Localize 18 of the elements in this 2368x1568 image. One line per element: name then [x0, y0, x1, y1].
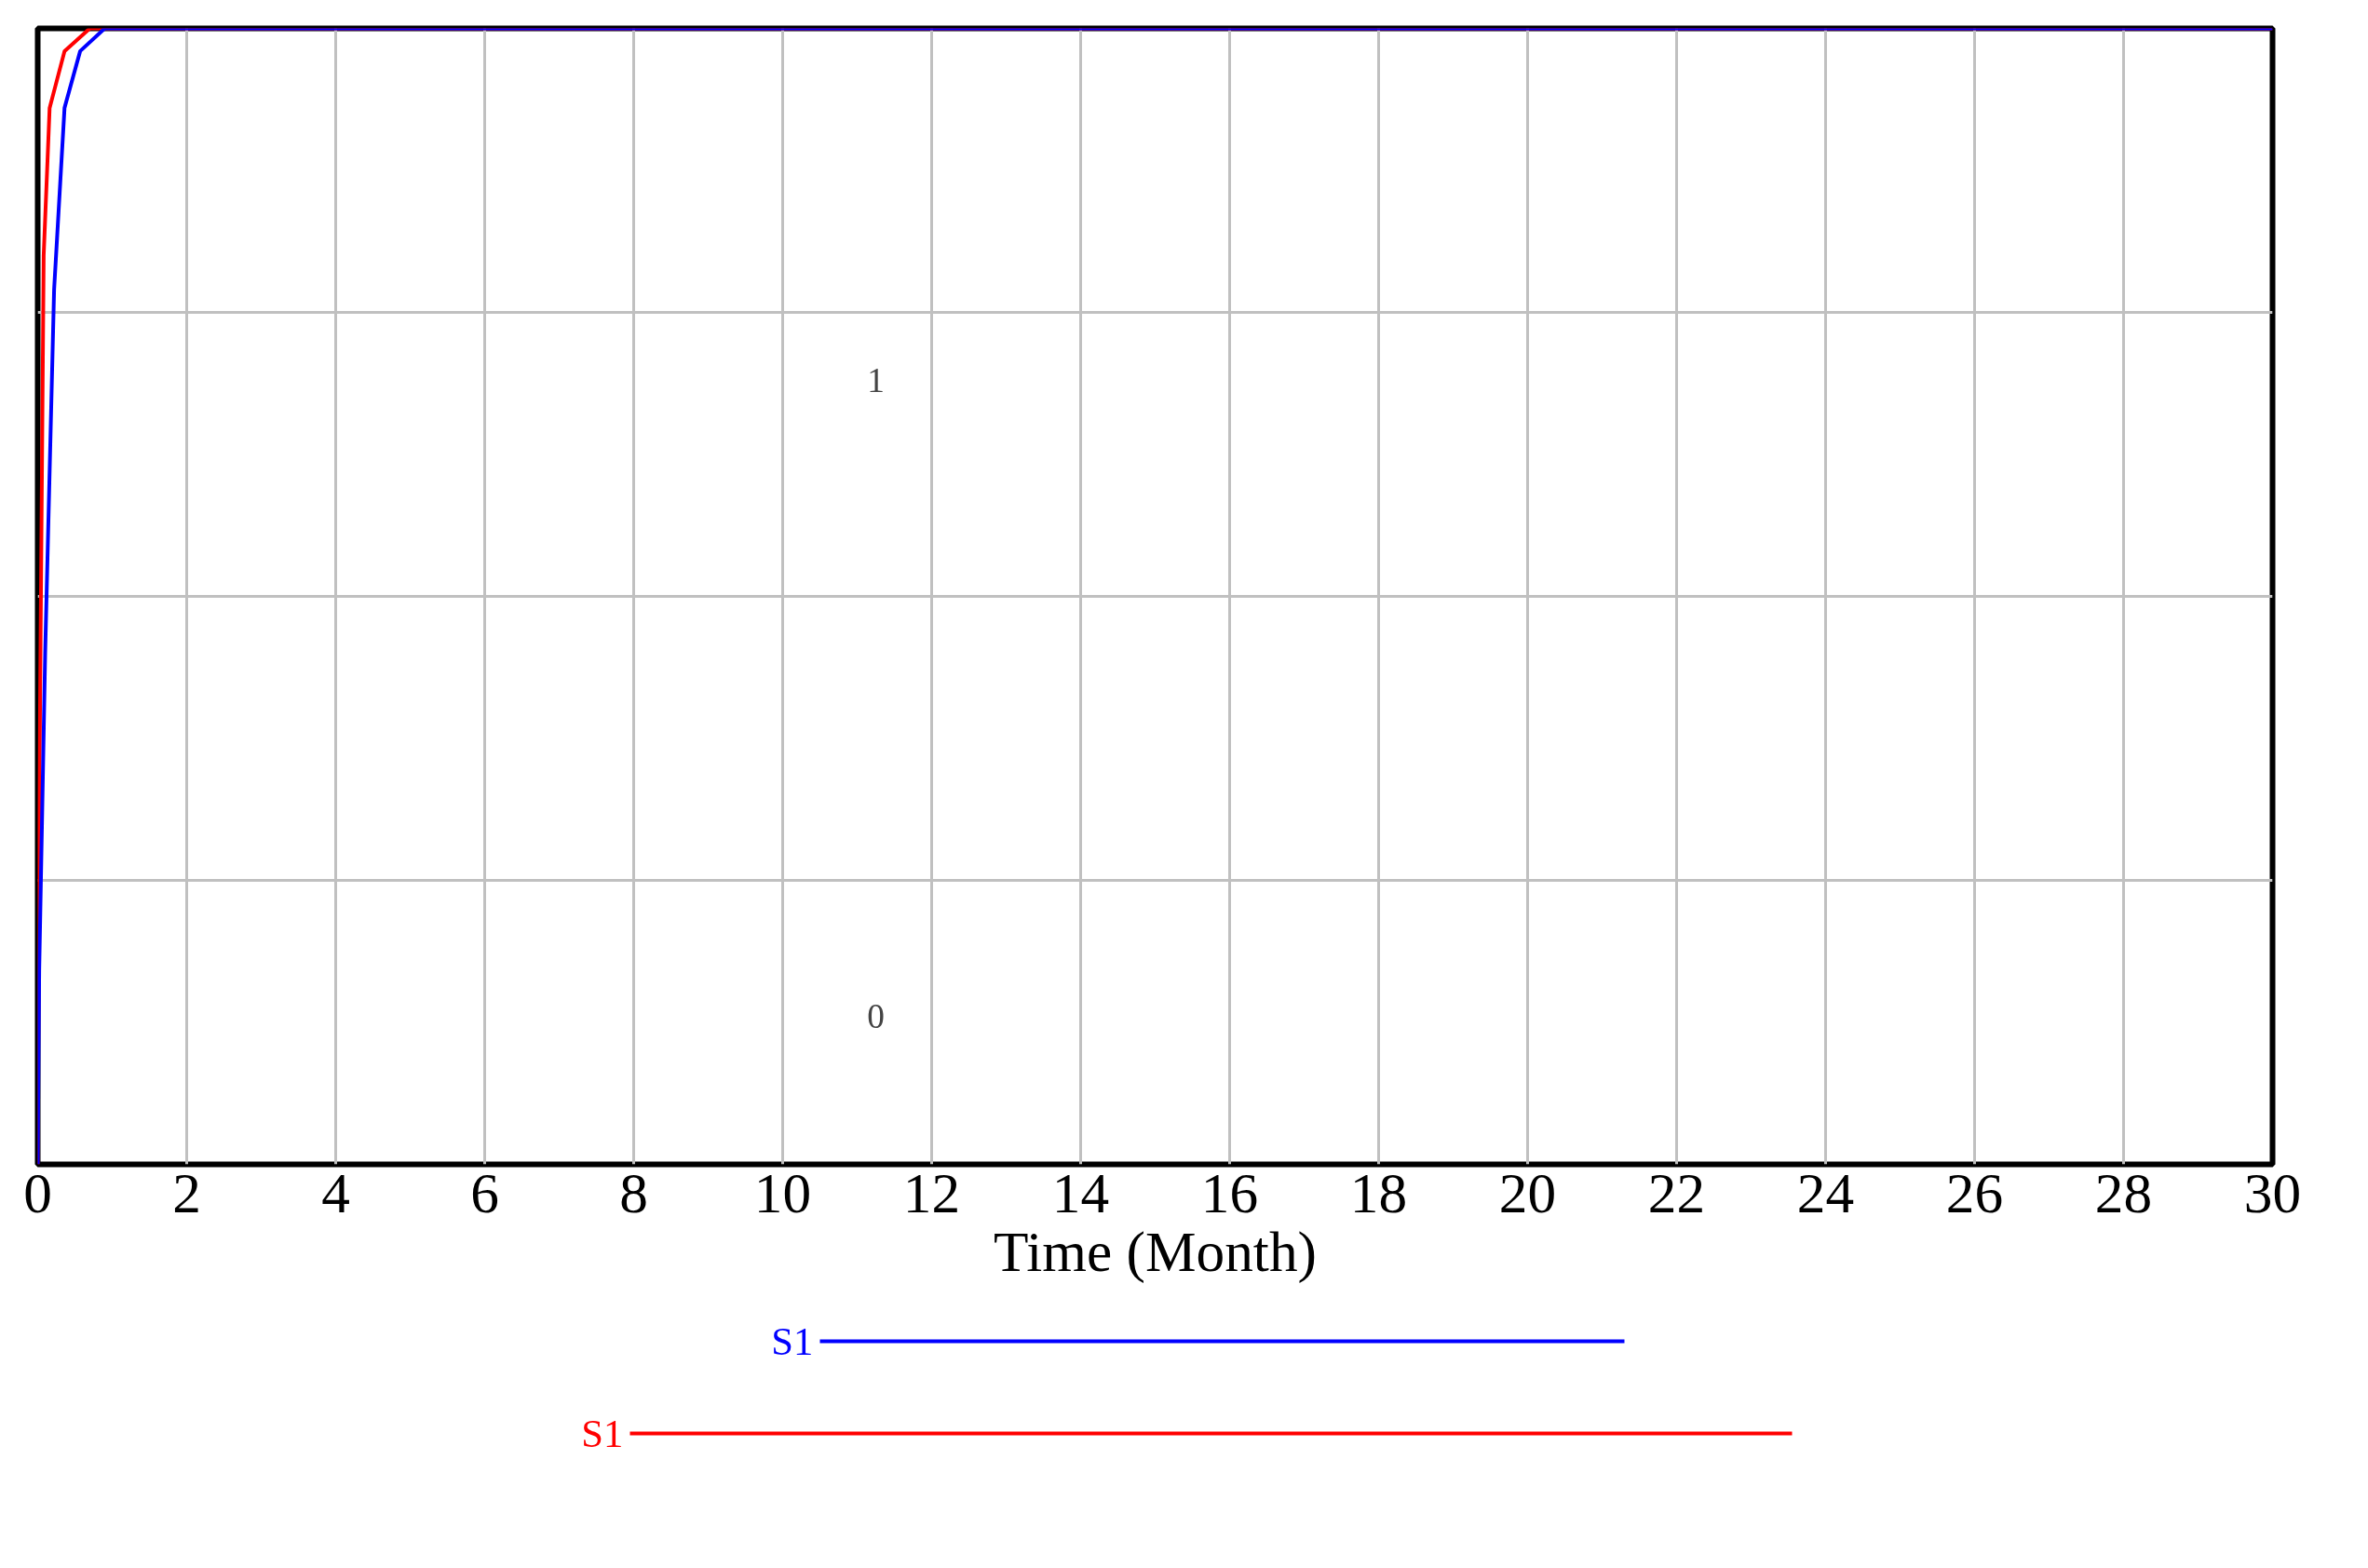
x-tick-label: 4	[321, 1160, 350, 1224]
x-tick-label: 30	[2243, 1160, 2302, 1224]
text: S1	[771, 1319, 814, 1363]
x-tick-label: 6	[470, 1160, 499, 1224]
text: S1	[581, 1412, 624, 1455]
x-tick-label: 12	[902, 1160, 961, 1224]
x-tick-label: 10	[753, 1160, 812, 1224]
x-tick-label: 22	[1647, 1160, 1706, 1224]
x-tick-label: 8	[619, 1160, 648, 1224]
x-tick-label: 2	[172, 1160, 201, 1224]
annotation: 0	[867, 997, 885, 1036]
x-tick-label: 0	[23, 1160, 52, 1224]
annotation: 1	[867, 361, 885, 400]
x-tick-label: 20	[1498, 1160, 1557, 1224]
x-tick-label: 26	[1945, 1160, 2004, 1224]
x-tick-label: 24	[1796, 1160, 1855, 1224]
x-tick-label: 18	[1349, 1160, 1408, 1224]
x-tick-label: 28	[2094, 1160, 2153, 1224]
